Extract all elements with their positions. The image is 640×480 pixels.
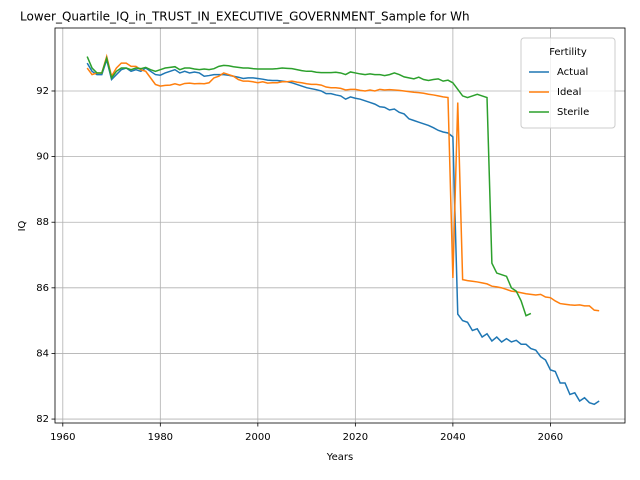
- y-tick-label: 90: [36, 152, 49, 163]
- legend-label: Sterile: [557, 107, 589, 118]
- line-series: [86, 53, 600, 312]
- y-tick-label: 82: [36, 414, 49, 425]
- line-series: [86, 57, 600, 406]
- chart-title: Lower_Quartile_IQ_in_TRUST_IN_EXECUTIVE_…: [20, 10, 470, 24]
- y-tick-label: 86: [36, 283, 49, 294]
- legend-label: Ideal: [557, 87, 581, 98]
- x-tick-label: 1980: [148, 432, 173, 443]
- legend: Fertility Actual Ideal Sterile: [520, 37, 616, 129]
- x-tick-label: 2000: [245, 432, 270, 443]
- line-series: [86, 55, 532, 317]
- legend-title: Fertility: [549, 47, 587, 58]
- x-axis-label: Years: [326, 452, 353, 463]
- x-tick-label: 2040: [440, 432, 465, 443]
- legend-label: Actual: [557, 67, 588, 78]
- x-tick-label: 2060: [538, 432, 563, 443]
- y-tick-label: 84: [36, 348, 49, 359]
- x-tick-label: 2020: [343, 432, 368, 443]
- plot-frame: [54, 27, 626, 424]
- legend-box: [520, 37, 616, 129]
- x-tick-label: 1960: [50, 432, 75, 443]
- y-tick-label: 88: [36, 217, 49, 228]
- y-tick-label: 92: [36, 86, 49, 97]
- y-axis-label: IQ: [17, 220, 28, 231]
